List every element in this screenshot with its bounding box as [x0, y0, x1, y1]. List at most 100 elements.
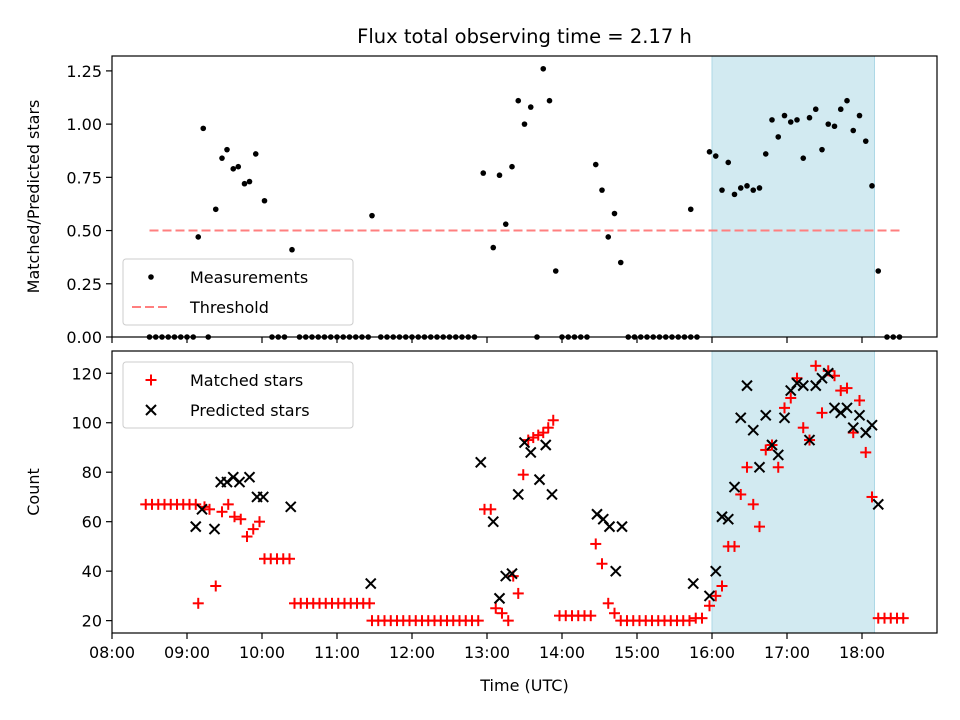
data-point	[235, 163, 242, 170]
x-b	[233, 476, 246, 488]
data-point	[687, 206, 694, 213]
legend-marker	[145, 404, 157, 416]
data-point	[506, 567, 518, 580]
data-point	[525, 446, 537, 459]
data-point	[502, 615, 514, 627]
x-b	[610, 565, 622, 577]
data-point	[797, 379, 809, 392]
data-point	[192, 597, 204, 609]
data-point	[772, 449, 784, 461]
data-point	[897, 612, 909, 624]
x-b	[791, 377, 803, 389]
data-point	[243, 471, 256, 483]
data-point	[797, 422, 809, 434]
x-b	[687, 577, 699, 590]
x-b	[257, 491, 269, 503]
x-b	[822, 367, 834, 379]
data-point	[609, 607, 620, 619]
data-point	[781, 112, 788, 119]
data-point	[599, 187, 605, 193]
data-point	[696, 612, 708, 624]
data-point	[592, 161, 599, 168]
data-point	[537, 427, 549, 439]
data-point	[750, 187, 757, 193]
data-point	[208, 523, 221, 535]
data-point	[816, 407, 828, 419]
x-b	[766, 439, 778, 451]
chart-title: Flux total observing time = 2.17 h	[357, 25, 692, 48]
x-b	[533, 473, 546, 486]
x-b	[227, 471, 239, 483]
data-point	[806, 114, 813, 121]
data-point	[500, 570, 512, 582]
data-point	[844, 97, 850, 104]
y-tick-label: 0.00	[66, 328, 102, 347]
data-point	[216, 506, 228, 518]
x-b	[741, 379, 753, 392]
x-b	[716, 511, 728, 523]
x-b	[841, 402, 853, 414]
legend: Measurements Threshold	[122, 258, 354, 326]
data-point	[875, 268, 882, 274]
data-point	[261, 197, 268, 204]
data-point	[365, 577, 377, 590]
series-predicted-stars	[190, 367, 884, 605]
data-point	[862, 138, 869, 144]
x-b	[803, 434, 816, 446]
data-point	[285, 501, 297, 513]
data-point	[719, 187, 725, 193]
data-point	[687, 577, 699, 590]
data-point	[233, 476, 246, 488]
y-tick-label: 40	[82, 562, 102, 581]
data-point	[552, 268, 559, 274]
data-point	[219, 155, 225, 161]
data-point	[766, 439, 778, 451]
x-b	[703, 590, 716, 602]
data-point	[532, 429, 544, 441]
x-b	[546, 488, 558, 501]
series-matched-stars	[140, 360, 909, 627]
data-point	[712, 153, 719, 159]
x-b	[778, 412, 791, 424]
data-point	[542, 422, 554, 434]
data-point	[760, 444, 772, 456]
data-point	[835, 385, 847, 397]
data-point	[517, 469, 529, 481]
x-b	[710, 565, 722, 577]
data-point	[546, 488, 558, 501]
data-point	[616, 520, 628, 533]
x-tick-label: 14:00	[539, 643, 585, 662]
y-axis-label: Count	[24, 468, 43, 516]
data-point	[853, 409, 866, 422]
x-b	[285, 501, 297, 513]
x-axis-label: Time (UTC)	[479, 676, 568, 695]
data-point	[772, 461, 784, 473]
x-b	[866, 419, 878, 431]
x-b	[512, 488, 524, 501]
data-point	[706, 148, 713, 155]
data-point	[856, 112, 863, 119]
data-point	[190, 520, 202, 533]
data-point	[794, 117, 800, 123]
x-b	[772, 449, 784, 461]
data-point	[769, 117, 775, 123]
legend-label: Matched stars	[190, 371, 303, 390]
y-tick-label: 1.00	[66, 115, 102, 134]
legend-label: Threshold	[189, 298, 269, 317]
data-point	[610, 565, 622, 577]
x-b	[525, 446, 537, 459]
data-point	[195, 234, 202, 240]
x-tick-label: 10:00	[239, 643, 285, 662]
data-point	[546, 97, 553, 104]
x-tick-label: 17:00	[764, 643, 810, 662]
x-tick-label: 18:00	[839, 643, 885, 662]
x-b	[753, 461, 766, 473]
x-b	[747, 424, 759, 436]
data-point	[762, 151, 769, 157]
legend-box	[122, 258, 354, 326]
y-tick-label: 0.25	[66, 275, 102, 294]
data-point	[716, 511, 728, 523]
bottom-panel: 20 40 60 80 100 120 08:00 09:00 10:00 11:00 12:00 1…	[24, 350, 938, 695]
data-point	[585, 610, 597, 622]
x-b	[518, 436, 531, 449]
